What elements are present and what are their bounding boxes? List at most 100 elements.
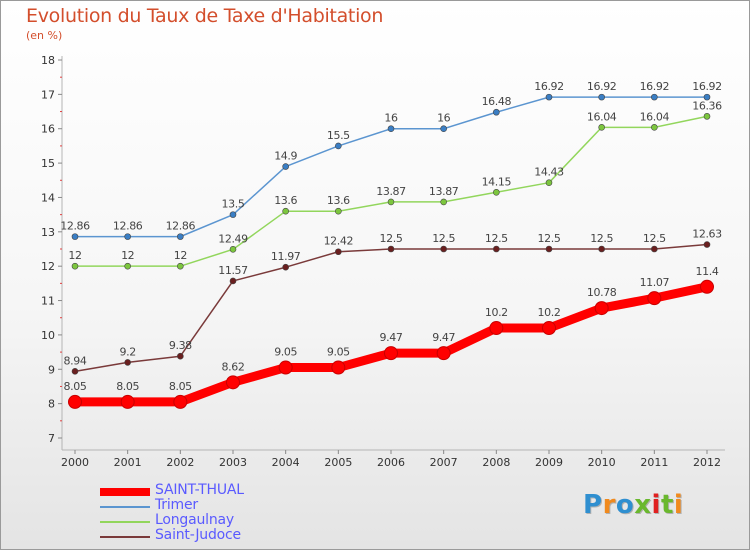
data-label: 8.05	[169, 380, 192, 393]
data-point	[440, 245, 447, 253]
legend-label: SAINT-THUAL	[155, 482, 244, 498]
data-point	[335, 142, 342, 150]
chart-subtitle: (en %)	[26, 29, 63, 42]
data-label: 9.05	[274, 346, 297, 359]
data-label: 8.62	[222, 360, 245, 373]
data-label: 16.04	[640, 110, 670, 123]
data-label: 12	[68, 249, 81, 262]
data-label: 12.5	[485, 232, 508, 245]
data-point	[594, 301, 609, 316]
y-tick-label: 18	[41, 54, 55, 67]
x-tick-label: 2010	[588, 456, 616, 469]
data-point	[124, 262, 131, 270]
y-tick-label: 16	[41, 123, 55, 136]
y-tick-label: 8	[48, 398, 55, 411]
legend-swatch	[100, 536, 150, 538]
x-tick-label: 2008	[482, 456, 510, 469]
data-label: 9.47	[432, 331, 455, 344]
y-tick-label: 17	[41, 88, 55, 101]
data-label: 16	[437, 112, 451, 125]
data-point	[493, 108, 500, 116]
x-tick-label: 2011	[640, 456, 668, 469]
data-point	[651, 124, 658, 131]
data-point	[703, 93, 711, 101]
data-label: 14.9	[274, 150, 297, 163]
data-point	[700, 279, 714, 294]
data-point	[703, 241, 711, 248]
y-tick-label: 15	[41, 157, 55, 170]
data-point	[440, 198, 447, 206]
data-point	[545, 179, 553, 186]
data-label: 9.38	[169, 339, 192, 352]
data-point	[124, 359, 131, 366]
x-tick-label: 2001	[114, 456, 142, 469]
data-point	[703, 113, 711, 120]
x-tick-label: 2006	[377, 456, 405, 469]
x-tick-label: 2003	[219, 456, 247, 469]
data-label: 8.94	[64, 354, 87, 367]
data-label: 13.6	[327, 194, 350, 207]
data-point	[71, 233, 79, 240]
y-tick-label: 13	[41, 226, 55, 239]
data-point	[229, 277, 237, 285]
data-point	[493, 189, 500, 196]
legend-swatch	[100, 488, 150, 496]
data-point	[436, 346, 451, 361]
data-label: 14.43	[534, 166, 564, 179]
data-label: 12.5	[380, 232, 403, 245]
data-label: 12.5	[538, 232, 561, 245]
x-tick-label: 2005	[324, 456, 352, 469]
data-point	[598, 245, 605, 253]
data-point	[71, 262, 79, 270]
x-tick-label: 2004	[272, 456, 300, 469]
data-label: 10.2	[538, 306, 561, 319]
data-point	[598, 93, 605, 101]
data-point	[489, 321, 504, 336]
data-label: 9.05	[327, 346, 350, 359]
data-point	[387, 125, 395, 133]
legend-label: Saint-Judoce	[155, 527, 241, 543]
data-label: 10.2	[485, 306, 508, 319]
data-label: 11.97	[271, 250, 301, 263]
data-label: 16.92	[692, 80, 722, 93]
data-label: 12.86	[60, 220, 90, 233]
data-point	[387, 245, 395, 253]
data-label: 8.05	[64, 380, 87, 393]
data-point	[647, 291, 662, 306]
y-tick-label: 12	[41, 260, 55, 273]
y-tick-label: 7	[48, 432, 55, 445]
data-label: 12.63	[692, 228, 722, 241]
data-point	[278, 360, 293, 375]
data-point	[124, 233, 131, 240]
data-label: 13.5	[222, 198, 245, 211]
y-tick-label: 14	[41, 191, 55, 204]
data-label: 12.5	[432, 232, 455, 245]
data-label: 13.6	[274, 194, 297, 207]
data-label: 8.05	[116, 380, 139, 393]
x-tick-label: 2007	[430, 456, 458, 469]
x-tick-label: 2009	[535, 456, 563, 469]
data-point	[120, 394, 135, 409]
data-label: 12	[121, 249, 134, 262]
data-point	[651, 245, 658, 253]
data-point	[282, 207, 289, 215]
x-tick-label: 2000	[61, 456, 89, 469]
data-point	[226, 375, 240, 390]
data-point	[229, 246, 237, 253]
y-tick-label: 9	[48, 363, 55, 376]
legend-swatch	[100, 521, 150, 523]
data-label: 12	[174, 249, 187, 262]
data-label: 15.5	[327, 129, 350, 142]
data-point	[282, 163, 289, 170]
y-tick-label: 11	[41, 295, 55, 308]
data-label: 12.86	[113, 220, 143, 233]
data-point	[598, 124, 605, 131]
data-label: 12.5	[590, 232, 613, 245]
data-label: 12.5	[643, 232, 666, 245]
y-tick-label: 10	[41, 329, 55, 342]
data-point	[177, 352, 184, 360]
data-label: 11.07	[640, 276, 670, 289]
data-label: 14.15	[482, 175, 512, 188]
